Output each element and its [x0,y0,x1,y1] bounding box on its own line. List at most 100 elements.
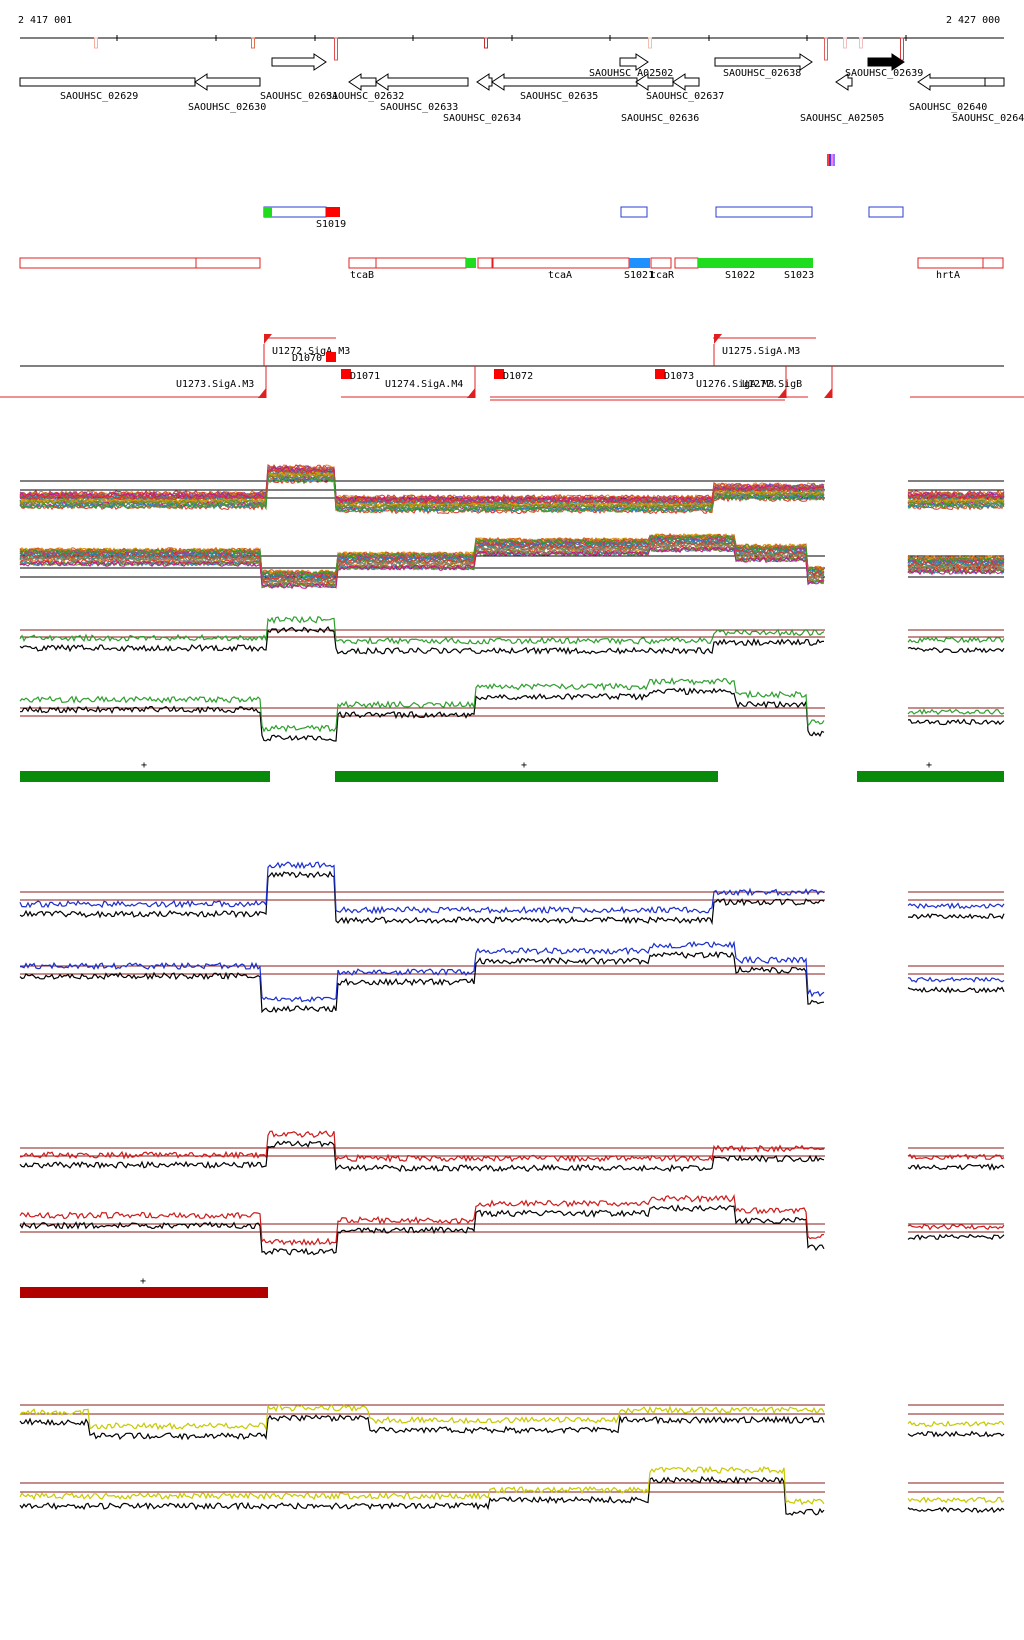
signal-line [19,1414,825,1441]
ruler-feature-mark [843,37,847,49]
gene-saouhsc_02629[interactable]: SAOUHSC_02629 [19,77,196,102]
signal-line [907,708,1005,716]
signal-line [907,1420,1005,1428]
annotation-label: hrtA [936,270,960,281]
ruler-start-label: 2 417 001 [18,15,72,26]
paired-signal-track [19,677,1005,742]
signal-line [907,986,1005,994]
strand-mark: + [141,760,147,771]
strand-segments: + + + + [20,760,1004,1298]
signal-line [19,950,825,1014]
promoter-u1274.siga.m4: U1274.SigA.M4 [385,366,476,398]
signal-line [19,475,825,514]
terminator-d1072: D1072 [494,369,533,382]
signal-line [907,1496,1005,1504]
strand-mark: + [521,760,527,771]
gene-saouhsc_02632[interactable]: SAOUHSC_02632 [326,73,404,102]
signal-line [907,1163,1005,1171]
gene-saouhsc_02631[interactable]: SAOUHSC_02631 [260,53,338,102]
signal-line [907,976,1005,983]
signal-line [907,636,1005,644]
gene-label: SAOUHSC_02636 [621,113,699,124]
signal-line [907,567,1005,575]
signal-line [907,718,1005,726]
gene-label: SAOUHSC_02632 [326,91,404,102]
signal-line [19,940,825,1003]
ruler-end-label: 2 427 000 [946,15,1000,26]
gene-label: SAOUHSC_02640 [909,102,987,113]
signal-line [908,493,1005,501]
multi-sample-track [19,532,1005,590]
signal-line [907,501,1005,509]
signal-line [19,687,825,742]
strand-mark: + [140,1276,146,1287]
promoter-label: U1272.SigA.M3 [272,346,350,357]
colored-marker [827,154,835,166]
signal-line [19,861,825,915]
signal-line [19,538,825,582]
coordinate-ruler: 2 417 001 2 427 000 [18,15,1004,61]
annotation-label: tcaA [548,270,572,281]
promoter-u1275.siga.m3: U1275.SigA.M3 [713,334,800,366]
signal-line [907,502,1005,510]
terminator-d1073: D1073 [655,369,694,382]
terminator-label: D1070 [292,353,322,364]
signal-line [19,1193,825,1246]
promoter-u1272.siga.m3: U1272.SigA.M3 [263,334,350,366]
ruler-feature-mark [484,37,488,49]
signal-line [19,471,825,508]
promoter-label: U1277.SigB [742,379,802,390]
ruler-feature-mark [94,37,98,49]
gene-label: SAOUHSC_02634 [443,113,521,124]
signal-line [19,1475,825,1516]
gene-saouhsc_a02502[interactable]: SAOUHSC_A02502 [589,53,673,79]
signal-line [907,646,1005,654]
ruler-feature-mark [859,37,863,49]
promoter-u1273.siga.m3: U1273.SigA.M3 [176,366,267,398]
gene-saouhsc_02638[interactable]: SAOUHSC_02638 [714,53,813,79]
terminator-d1070: D1070 [292,352,336,364]
ruler-feature-mark [900,37,904,61]
gene-saouhsc_02630[interactable]: SAOUHSC_02630 [188,73,266,113]
signal-line [907,556,1005,563]
signal-line [19,546,825,590]
gene-label: SAOUHSC_02631 [260,91,338,102]
paired-signal-track [19,1404,1005,1441]
signal-line [19,1130,825,1163]
ruler-feature-mark [648,37,652,49]
paired-signal-track [19,1130,1005,1173]
gene-saouhsc_02635[interactable]: SAOUHSC_02635 [491,73,638,102]
gene-saouhsc_02641[interactable]: SAOUHSC_02641 [952,77,1024,124]
gene-saouhsc_02634[interactable]: SAOUHSC_02634 [443,73,521,124]
promoter-label: U1273.SigA.M3 [176,379,254,390]
multi-sample-track [19,463,1005,515]
terminator-label: D1073 [664,371,694,382]
signal-line [907,1233,1005,1241]
signal-line [19,473,825,511]
signal-line [19,615,825,646]
signal-line [19,534,825,577]
expression-signal-tracks [19,463,1005,1516]
gene-saouhsc_02637[interactable]: SAOUHSC_02637 [646,73,724,102]
signal-line [907,1506,1005,1514]
gene-track[interactable]: SAOUHSC_02629SAOUHSC_02630SAOUHSC_02631S… [19,53,1024,124]
signal-line [19,538,825,582]
blue-feature-label: S1019 [316,219,346,230]
gene-saouhsc_02640[interactable]: SAOUHSC_02640 [909,73,987,113]
gene-saouhsc_02633[interactable]: SAOUHSC_02633 [375,73,469,113]
green-segment [335,771,718,782]
signal-line [907,491,1005,499]
promoter-u1276.siga.m3: U1276.SigA.M3 [696,366,787,398]
gene-saouhsc_02639[interactable]: SAOUHSC_02639 [845,53,923,79]
signal-line [907,560,1005,568]
gene-label: SAOUHSC_02635 [520,91,598,102]
regulatory-track: U1272.SigA.M3 U1273.SigA.M3 U1274.SigA.M4 U… [0,334,1024,401]
ruler-feature-mark [251,37,255,49]
gene-label: SAOUHSC_02641 [952,113,1024,124]
signal-line [907,1223,1005,1231]
paired-signal-track [19,940,1005,1014]
gene-label: SAOUHSC_02638 [723,68,801,79]
gene-saouhsc_02636[interactable]: SAOUHSC_02636 [621,73,699,124]
gene-saouhsc_a02505[interactable]: SAOUHSC_A02505 [800,73,884,124]
